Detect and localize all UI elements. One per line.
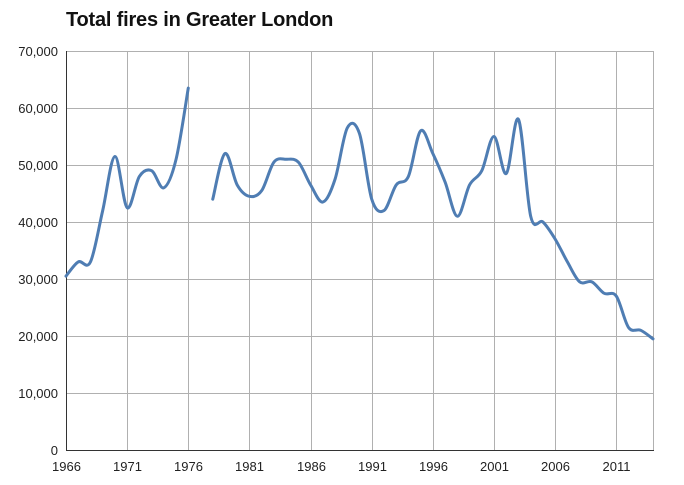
x-tick-label: 1986 <box>297 459 326 474</box>
x-tick-label: 2001 <box>480 459 509 474</box>
x-tick-label: 1996 <box>419 459 448 474</box>
series-line-segment <box>64 86 190 278</box>
x-tick-label: 1991 <box>358 459 387 474</box>
axes <box>66 51 654 451</box>
y-tick-label: 50,000 <box>18 158 58 173</box>
y-tick-label: 70,000 <box>18 44 58 59</box>
y-tick-label: 30,000 <box>18 272 58 287</box>
series-line-segment <box>211 117 655 341</box>
x-tick-label: 2011 <box>603 459 631 474</box>
x-tick-label: 1966 <box>52 459 81 474</box>
y-tick-label: 40,000 <box>18 215 58 230</box>
x-tick-label: 1971 <box>113 459 142 474</box>
x-tick-label: 1981 <box>235 459 264 474</box>
series-layer <box>64 86 655 341</box>
y-tick-label: 10,000 <box>18 386 58 401</box>
tick-labels: 0 10,000 20,000 30,000 40,000 50,000 60,000 70,… <box>18 44 630 474</box>
x-tick-label: 2006 <box>541 459 570 474</box>
x-tick-label: 1976 <box>174 459 203 474</box>
y-tick-label: 60,000 <box>18 101 58 116</box>
y-tick-label: 0 <box>51 443 58 458</box>
y-tick-label: 20,000 <box>18 329 58 344</box>
chart-title: Total fires in Greater London <box>66 9 334 31</box>
gridlines <box>66 51 654 450</box>
